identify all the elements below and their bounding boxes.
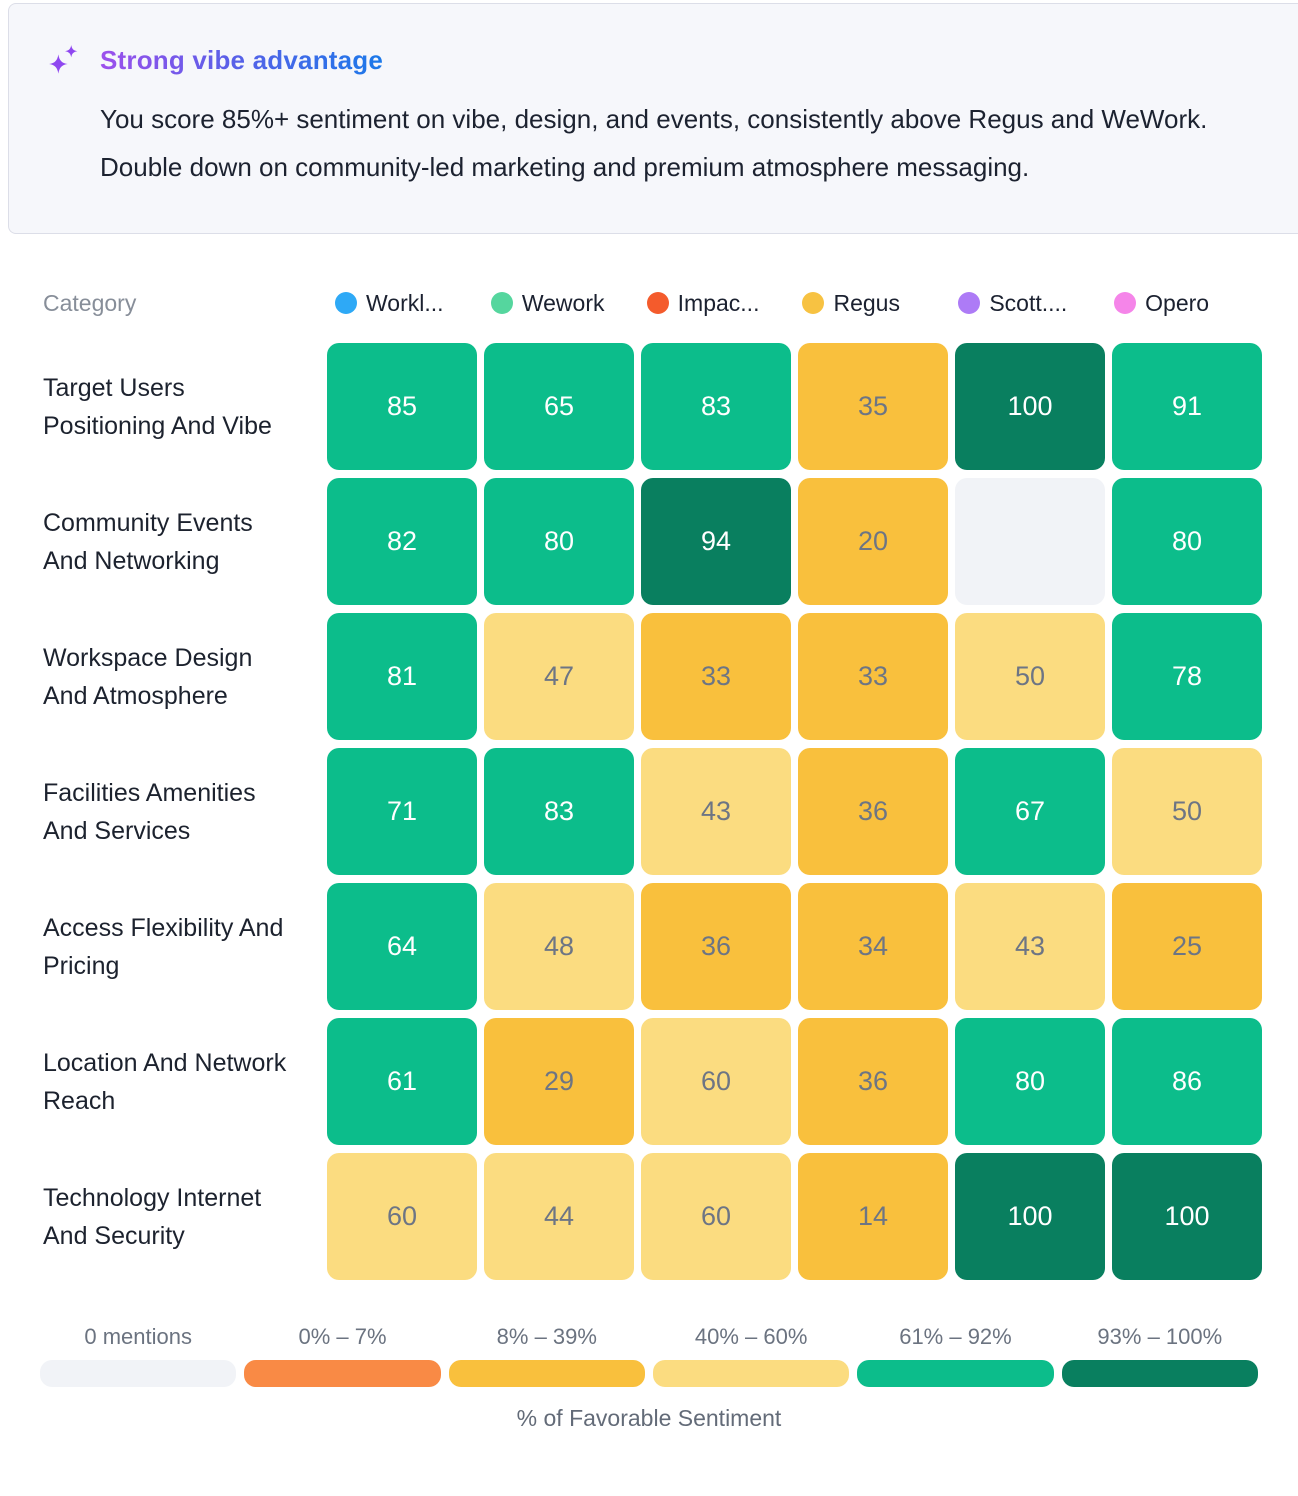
row-label-community-events: Community Events And Networking — [43, 508, 253, 575]
row-label-target-users: Target Users Positioning And Vibe — [43, 373, 272, 440]
row-label-facilities: Facilities Amenities And Services — [43, 778, 256, 845]
heatmap-cell[interactable]: 36 — [798, 1018, 948, 1145]
scale-band-93-100: 93% – 100% — [1061, 1324, 1258, 1387]
scale-band-swatch — [244, 1360, 441, 1387]
insight-header: Strong vibe advantage — [46, 42, 1258, 79]
scale-band-label: 61% – 92% — [899, 1324, 1012, 1349]
scale-band-61-92: 61% – 92% — [857, 1324, 1054, 1387]
legend-dot-scott — [958, 292, 981, 314]
legend-item-regus[interactable]: Regus — [794, 290, 950, 317]
heatmap-cell[interactable]: 100 — [955, 343, 1105, 470]
sparkles-icon — [49, 45, 78, 74]
heatmap-cell[interactable]: 80 — [955, 1018, 1105, 1145]
row-label-technology: Technology Internet And Security — [43, 1183, 262, 1250]
heatmap-cell[interactable]: 80 — [484, 478, 634, 605]
color-scale-legend: 0 mentions 0% – 7% 8% – 39% 40% – 60% 61… — [40, 1324, 1258, 1387]
legend-item-workl[interactable]: Workl... — [327, 290, 483, 317]
scale-band-label: 0 mentions — [84, 1324, 192, 1349]
heatmap-cell[interactable]: 67 — [955, 748, 1105, 875]
heatmap-cell[interactable]: 36 — [641, 883, 791, 1010]
heatmap-cell[interactable]: 14 — [798, 1153, 948, 1280]
heatmap-cell[interactable]: 35 — [798, 343, 948, 470]
x-axis-title: % of Favorable Sentiment — [516, 1405, 782, 1431]
insight-card: Strong vibe advantage You score 85%+ sen… — [8, 3, 1298, 234]
row-label-access-flexibility: Access Flexibility And Pricing — [43, 913, 284, 980]
row-label-workspace-design: Workspace Design And Atmosphere — [43, 643, 253, 710]
scale-band-0-7: 0% – 7% — [244, 1324, 441, 1387]
legend-dot-wework — [490, 292, 513, 314]
heatmap-cell[interactable]: 91 — [1112, 343, 1262, 470]
legend-dot-workl — [335, 292, 357, 314]
legend-label: Wework — [521, 289, 605, 316]
scale-band-label: 8% – 39% — [496, 1324, 597, 1349]
scale-band-label: 0% – 7% — [298, 1324, 387, 1349]
scale-band-40-60: 40% – 60% — [652, 1324, 850, 1387]
scale-band-label: 40% – 60% — [694, 1324, 808, 1349]
legend-label: Opero — [1145, 289, 1210, 316]
heatmap-cell[interactable]: 34 — [798, 883, 948, 1010]
heatmap-cell[interactable]: 60 — [641, 1018, 791, 1145]
row-label-location: Location And Network Reach — [43, 1048, 287, 1115]
legend-dot-opero — [1114, 292, 1137, 314]
scale-band-swatch — [40, 1360, 237, 1387]
legend-dot-regus — [802, 292, 825, 314]
heatmap-cell[interactable]: 86 — [1112, 1018, 1262, 1145]
heatmap-cell[interactable]: 100 — [955, 1153, 1105, 1280]
heatmap-cell[interactable]: 44 — [484, 1153, 634, 1280]
heatmap-cell[interactable]: 29 — [484, 1018, 634, 1145]
heatmap-cell[interactable]: 25 — [1112, 883, 1262, 1010]
heatmap-cell[interactable]: 43 — [641, 748, 791, 875]
scale-band-label: 93% – 100% — [1097, 1324, 1223, 1349]
heatmap-cell[interactable]: 33 — [798, 613, 948, 740]
heatmap-cell[interactable]: 83 — [484, 748, 634, 875]
heatmap-cell[interactable]: 85 — [327, 343, 477, 470]
insight-body: You score 85%+ sentiment on vibe, design… — [100, 104, 1208, 182]
legend-row: Category Workl... Wework Impac... Regus … — [43, 288, 1262, 318]
heatmap-cell[interactable]: 60 — [641, 1153, 791, 1280]
heatmap-cell[interactable]: 78 — [1112, 613, 1262, 740]
legend-label: Regus — [833, 289, 900, 316]
scale-band-swatch — [1061, 1360, 1258, 1387]
heatmap-cell[interactable]: 47 — [484, 613, 634, 740]
legend-label: Scott.... — [989, 289, 1068, 316]
heatmap-cell[interactable]: 65 — [484, 343, 634, 470]
heatmap-grid: Target Users Positioning And Vibe 85 65 … — [0, 343, 1298, 1280]
scale-band-swatch — [448, 1360, 645, 1387]
legend-dot-impac — [646, 292, 669, 314]
scale-band-8-39: 8% – 39% — [448, 1324, 645, 1387]
heatmap-cell[interactable]: 50 — [955, 613, 1105, 740]
heatmap-cell[interactable]: 71 — [327, 748, 477, 875]
heatmap-cell[interactable]: 94 — [641, 478, 791, 605]
heatmap-cell[interactable] — [955, 478, 1105, 605]
heatmap-cell[interactable]: 80 — [1112, 478, 1262, 605]
heatmap-cell[interactable]: 81 — [327, 613, 477, 740]
legend-item-scott[interactable]: Scott.... — [950, 290, 1106, 317]
scale-band-0-mentions: 0 mentions — [40, 1324, 237, 1387]
heatmap-cell[interactable]: 48 — [484, 883, 634, 1010]
heatmap-cell[interactable]: 64 — [327, 883, 477, 1010]
competitor-legend: Workl... Wework Impac... Regus Scott....… — [327, 290, 1262, 317]
heatmap-cell[interactable]: 36 — [798, 748, 948, 875]
insight-title: Strong vibe advantage — [100, 45, 384, 75]
legend-label: Impac... — [677, 289, 760, 316]
legend-item-wework[interactable]: Wework — [483, 290, 639, 317]
category-column-header: Category — [43, 289, 137, 316]
heatmap-cell[interactable]: 20 — [798, 478, 948, 605]
heatmap-cell[interactable]: 82 — [327, 478, 477, 605]
legend-item-impac[interactable]: Impac... — [639, 290, 795, 317]
legend-item-opero[interactable]: Opero — [1106, 290, 1262, 317]
heatmap-cell[interactable]: 43 — [955, 883, 1105, 1010]
scale-band-swatch — [652, 1360, 850, 1387]
scale-band-swatch — [857, 1360, 1054, 1387]
heatmap-cell[interactable]: 60 — [327, 1153, 477, 1280]
heatmap-cell[interactable]: 100 — [1112, 1153, 1262, 1280]
heatmap-cell[interactable]: 83 — [641, 343, 791, 470]
heatmap-cell[interactable]: 61 — [327, 1018, 477, 1145]
legend-label: Workl... — [366, 289, 444, 316]
heatmap-cell[interactable]: 50 — [1112, 748, 1262, 875]
heatmap-cell[interactable]: 33 — [641, 613, 791, 740]
